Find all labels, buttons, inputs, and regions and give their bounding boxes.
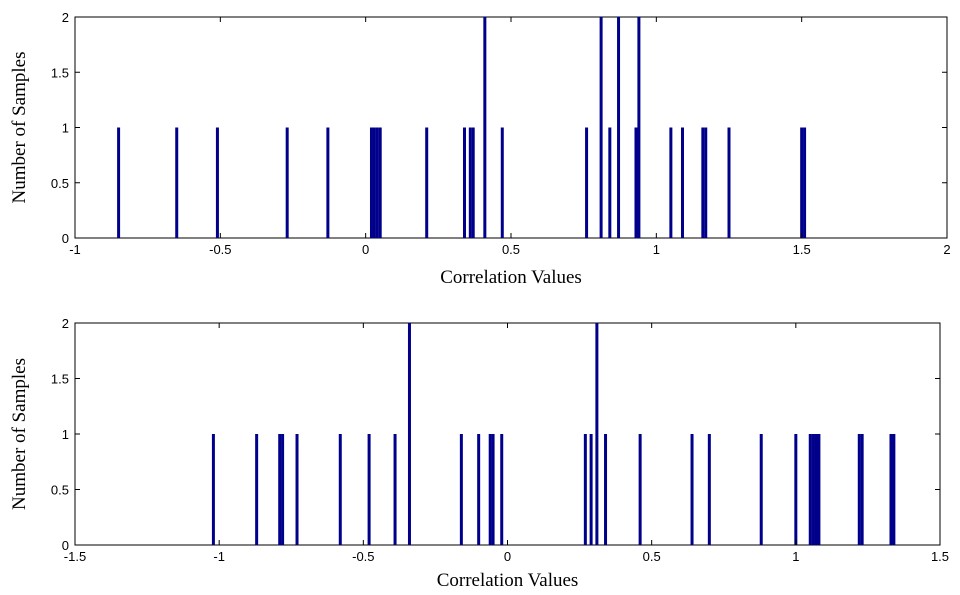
panel2-bar xyxy=(459,434,463,545)
panel2-bar xyxy=(281,434,285,545)
panel1-bar xyxy=(462,127,466,238)
panel1-y-tick-label: 1 xyxy=(62,121,69,136)
panel2-y-tick-label: 0.5 xyxy=(51,483,69,498)
panel1-bar xyxy=(599,17,603,238)
panel1-bar xyxy=(680,127,684,238)
panel1-y-tick-label: 0 xyxy=(62,231,69,246)
panel2-x-axis-label: Correlation Values xyxy=(437,570,579,591)
panel1-bar xyxy=(585,127,589,238)
panel2-bar xyxy=(255,434,259,545)
panel2-y-tick-label: 1.5 xyxy=(51,372,69,387)
panel1-bar xyxy=(500,127,504,238)
panel2-bar xyxy=(393,434,397,545)
panel1-x-tick-label: -0.5 xyxy=(209,242,231,257)
panel1-bar xyxy=(375,127,379,238)
panel2-x-tick-label: 0 xyxy=(504,549,511,564)
panel2-bar xyxy=(295,434,299,545)
panel2-x-tick-label: -1 xyxy=(213,549,225,564)
panel2-bar xyxy=(477,434,481,545)
panel1-x-tick-label: 2 xyxy=(943,242,950,257)
panel1-y-axis-label: Number of Samples xyxy=(9,52,30,204)
panel2-bar xyxy=(811,434,815,545)
panel1-bar xyxy=(285,127,289,238)
panel2-x-tick-label: 0.5 xyxy=(643,549,661,564)
panel2-bar xyxy=(589,434,593,545)
panel1-bar xyxy=(634,127,638,238)
panel2-bar xyxy=(860,434,864,545)
panel2-x-tick-label: 1.5 xyxy=(931,549,949,564)
panel1-y-tick-label: 2 xyxy=(62,10,69,25)
panel2-y-axis-label: Number of Samples xyxy=(9,358,30,510)
panel1-x-tick-label: 1 xyxy=(653,242,660,257)
panel2-bar xyxy=(889,434,893,545)
panel2-x-tick-label: -1.5 xyxy=(64,549,86,564)
panel2-y-tick-label: 1 xyxy=(62,427,69,442)
panel1-x-axis-label: Correlation Values xyxy=(440,267,582,288)
panel2-bar xyxy=(604,434,608,545)
panel1-bar xyxy=(369,127,373,238)
panel1-bar xyxy=(378,127,382,238)
panel1-bar xyxy=(803,127,807,238)
panel2-bar xyxy=(500,434,504,545)
panel1-bar xyxy=(471,127,475,238)
panel1-bar xyxy=(326,127,330,238)
panel1-bar xyxy=(727,127,731,238)
panel2-bar xyxy=(794,434,798,545)
panel2-bar xyxy=(759,434,763,545)
panel2-bar xyxy=(407,323,411,545)
panel2-x-tick-label: 1 xyxy=(792,549,799,564)
panel1-bar xyxy=(468,127,472,238)
panel1-bar xyxy=(215,127,219,238)
panel1-x-tick-label: 0.5 xyxy=(502,242,520,257)
panel1-y-tick-label: 0.5 xyxy=(51,176,69,191)
panel2-bar xyxy=(638,434,642,545)
panel1-bar xyxy=(372,127,376,238)
panel2-bar xyxy=(595,323,599,545)
panel1-bar xyxy=(608,127,612,238)
panel1-bar xyxy=(617,17,621,238)
panel2-bar xyxy=(491,434,495,545)
panel2-bar xyxy=(690,434,694,545)
panel1-bar xyxy=(701,127,705,238)
panel1-bar xyxy=(800,127,804,238)
panel2-y-tick-label: 0 xyxy=(62,538,69,553)
panel2-y-tick-label: 2 xyxy=(62,316,69,331)
panel2-bar xyxy=(338,434,342,545)
panel2-bar xyxy=(814,434,818,545)
panel1-x-tick-label: 0 xyxy=(362,242,369,257)
panel1-bar xyxy=(637,17,641,238)
bottom-histogram-panel: -1.5 -1 -0.5 0 0.5 1 1.5 0 0.5 1 1.5 2 Correlation V… xyxy=(9,316,949,591)
panel1-bar xyxy=(175,127,179,238)
panel1-x-tick-label: -1 xyxy=(69,242,81,257)
panel2-bar xyxy=(488,434,492,545)
panel2-bar xyxy=(817,434,821,545)
panel2-bar xyxy=(707,434,711,545)
panel2-x-tick-label: -0.5 xyxy=(352,549,374,564)
panel2-bar xyxy=(278,434,282,545)
panel1-bar xyxy=(483,17,487,238)
top-histogram-panel: -1 -0.5 0 0.5 1 1.5 2 0 0.5 1 1.5 2 Correlation Valu… xyxy=(9,10,951,288)
panel1-y-tick-label: 1.5 xyxy=(51,65,69,80)
panel1-bar xyxy=(117,127,121,238)
panel2-bar xyxy=(892,434,896,545)
panel1-bar xyxy=(704,127,708,238)
panel2-bar xyxy=(808,434,812,545)
panel2-bar xyxy=(367,434,371,545)
panel2-bar xyxy=(211,434,215,545)
panel2-bar xyxy=(583,434,587,545)
panel1-bar xyxy=(669,127,673,238)
panel1-plot-frame xyxy=(74,16,948,239)
panel1-bar xyxy=(425,127,429,238)
panel1-x-tick-label: 1.5 xyxy=(793,242,811,257)
panel2-bar xyxy=(857,434,861,545)
